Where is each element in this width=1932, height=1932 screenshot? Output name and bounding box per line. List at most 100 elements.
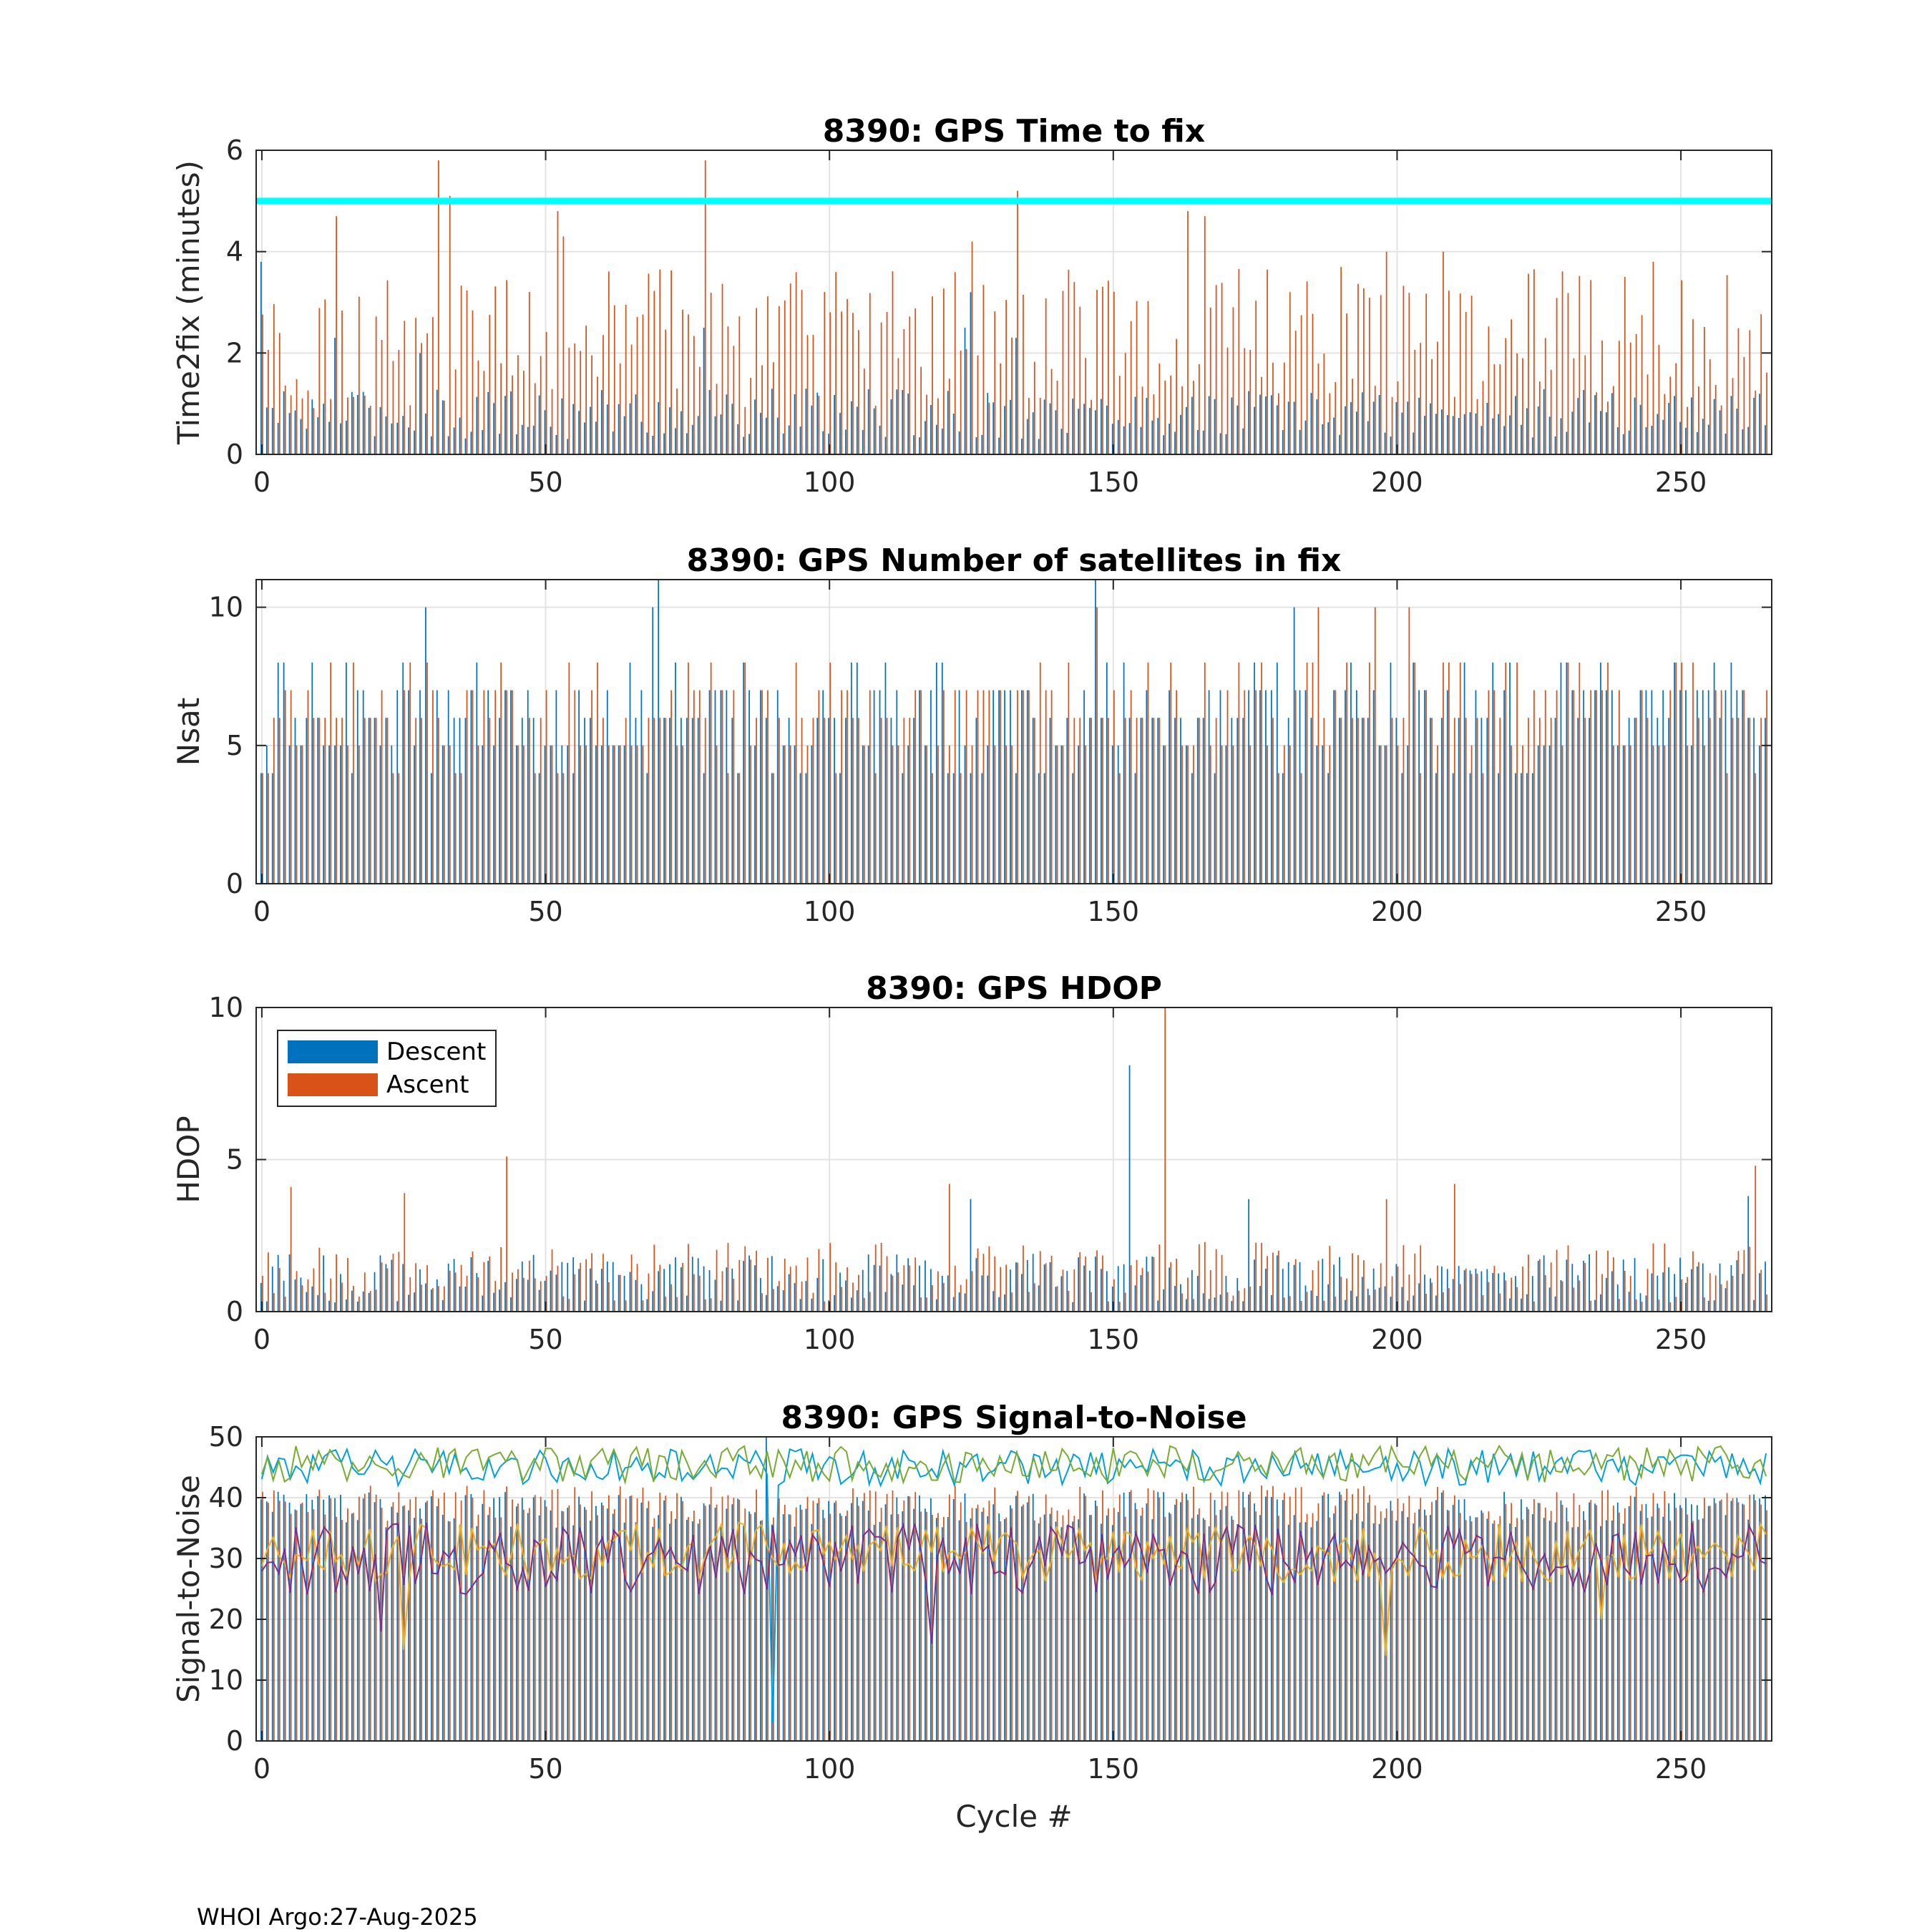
descent-bar	[1191, 773, 1193, 884]
ascent-bar	[551, 745, 553, 884]
ascent-bar	[375, 1494, 377, 1741]
ascent-bar	[733, 690, 735, 884]
ascent-bar	[1226, 347, 1229, 454]
descent-bar	[1287, 1262, 1289, 1312]
y-axis-label: HDOP	[171, 1116, 206, 1203]
ascent-bar	[1335, 381, 1337, 454]
ascent-bar	[1039, 1517, 1041, 1741]
ascent-bar	[1312, 313, 1314, 454]
ascent-bar	[682, 745, 683, 884]
descent-bar	[851, 401, 852, 454]
ascent-bar	[1221, 745, 1223, 884]
descent-bar	[1600, 1526, 1601, 1741]
ascent-bar	[1023, 690, 1024, 884]
descent-bar	[306, 1494, 308, 1741]
descent-bar	[317, 1295, 319, 1312]
descent-bar	[1413, 432, 1415, 454]
descent-bar	[532, 718, 535, 884]
descent-bar	[646, 432, 648, 454]
ascent-bar	[1085, 358, 1087, 454]
ascent-bar	[874, 1244, 877, 1312]
ascent-bar	[1681, 1508, 1682, 1741]
descent-bar	[1594, 395, 1596, 454]
ascent-bar	[392, 1502, 394, 1741]
descent-bar	[958, 690, 960, 884]
ascent-bar	[1113, 291, 1115, 454]
ascent-bar	[1193, 1299, 1194, 1312]
ascent-bar	[1408, 1274, 1410, 1312]
ascent-bar	[789, 1514, 791, 1741]
ascent-bar	[1380, 1263, 1382, 1312]
ascent-bar	[1641, 1302, 1643, 1312]
ascent-bar	[290, 395, 292, 454]
ascent-bar	[773, 1289, 774, 1312]
descent-bar	[1503, 1272, 1505, 1312]
ascent-bar	[727, 326, 729, 454]
descent-bar	[1662, 419, 1664, 454]
descent-bar	[1049, 1262, 1051, 1312]
ascent-bar	[1726, 275, 1728, 454]
ascent-bar	[1437, 745, 1438, 884]
descent-bar	[504, 1282, 506, 1312]
descent-bar	[879, 1521, 881, 1741]
descent-bar	[612, 745, 614, 884]
ascent-bar	[829, 662, 831, 884]
ascent-bar	[1045, 1494, 1047, 1741]
ascent-bar	[829, 1243, 831, 1312]
descent-bar	[794, 394, 796, 454]
ascent-bar	[562, 1296, 565, 1312]
ascent-bar	[330, 662, 332, 884]
descent-bar	[368, 407, 370, 454]
descent-bar	[1163, 1289, 1165, 1312]
descent-bar	[1032, 1254, 1034, 1312]
ascent-bar	[778, 306, 780, 454]
descent-bar	[1322, 1259, 1324, 1312]
ascent-bar	[613, 305, 615, 454]
descent-bar	[1106, 1271, 1108, 1312]
descent-bar	[504, 1492, 506, 1741]
ascent-bar	[1017, 690, 1018, 884]
ascent-bar	[443, 400, 445, 454]
ascent-bar	[1533, 690, 1535, 884]
ascent-bar	[1737, 328, 1740, 454]
ascent-bar	[625, 1300, 627, 1312]
descent-bar	[1736, 409, 1738, 454]
ascent-bar	[506, 1486, 507, 1741]
ascent-bar	[971, 745, 973, 884]
ascent-bar	[738, 1499, 741, 1741]
ascent-bar	[1340, 1277, 1342, 1312]
descent-bar	[1566, 662, 1568, 884]
descent-bar	[1066, 432, 1068, 454]
ascent-bar	[795, 1265, 797, 1312]
ascent-bar	[1124, 718, 1126, 884]
descent-bar	[1430, 718, 1431, 884]
descent-bar	[873, 408, 875, 454]
ascent-bar	[1590, 1300, 1592, 1312]
descent-bar	[1078, 409, 1080, 454]
descent-bar	[805, 773, 807, 884]
descent-bar	[640, 1284, 643, 1312]
x-tick-label: 200	[1371, 1753, 1423, 1785]
descent-bar	[822, 1510, 824, 1741]
descent-bar	[288, 1254, 291, 1312]
descent-bar	[1543, 1518, 1545, 1741]
ascent-bar	[369, 406, 371, 454]
ascent-bar	[1317, 364, 1319, 454]
descent-bar	[1639, 1511, 1641, 1741]
descent-bar	[453, 1518, 455, 1741]
descent-bar	[464, 718, 467, 884]
descent-bar	[271, 408, 273, 454]
descent-bar	[1163, 435, 1165, 454]
ascent-bar	[1652, 261, 1654, 454]
ascent-bar	[1255, 1511, 1257, 1741]
ascent-bar	[336, 718, 337, 884]
ascent-bar	[795, 272, 797, 454]
descent-bar	[1515, 773, 1516, 884]
x-tick-label: 0	[253, 1753, 270, 1785]
descent-bar	[1072, 1302, 1074, 1312]
ascent-bar	[262, 314, 263, 454]
ascent-bar	[1522, 358, 1523, 454]
descent-bar	[1543, 1255, 1545, 1312]
ascent-bar	[710, 1298, 712, 1312]
